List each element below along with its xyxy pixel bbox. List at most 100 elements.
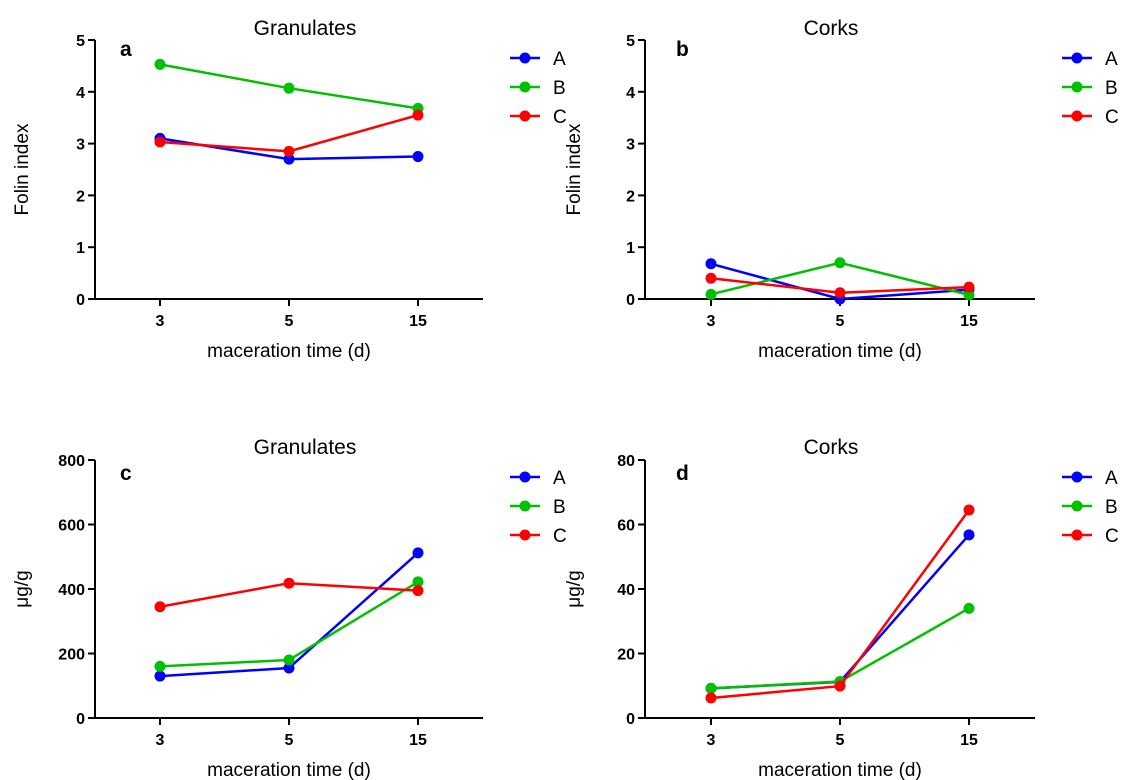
legend-swatch-marker: [519, 110, 531, 122]
legend-swatch-marker: [1071, 500, 1083, 512]
panel-label: a: [120, 38, 132, 61]
data-point: [412, 547, 424, 559]
panel-label: b: [676, 38, 689, 61]
legend-item-A: A: [1062, 49, 1118, 70]
legend-item-A: A: [510, 49, 566, 70]
data-point: [283, 662, 295, 674]
y-tick-label: 60: [617, 518, 635, 535]
legend-swatch-marker: [519, 52, 531, 64]
x-tick-label: 5: [285, 732, 294, 749]
y-tick-label: 2: [626, 188, 635, 205]
legend-label: B: [1105, 497, 1118, 518]
y-tick-label: 200: [58, 647, 85, 664]
panel-label: c: [120, 462, 132, 485]
legend-label: A: [1105, 468, 1118, 489]
data-point: [412, 151, 424, 163]
legend-swatch-marker: [519, 471, 531, 483]
legend-item-C: C: [1062, 107, 1119, 128]
x-tick-label: 5: [836, 313, 845, 330]
legend-label: B: [553, 497, 566, 518]
y-tick-label: 20: [617, 647, 635, 664]
x-axis-label: maceration time (d): [207, 341, 371, 362]
x-tick-label: 15: [960, 732, 978, 749]
data-point: [283, 654, 295, 666]
data-point: [705, 258, 717, 270]
y-tick-label: 3: [626, 137, 635, 154]
data-point: [705, 272, 717, 284]
data-point: [963, 602, 975, 614]
legend-swatch-marker: [1071, 52, 1083, 64]
legend-label: C: [553, 526, 567, 547]
y-axis-label: Folin index: [12, 123, 33, 215]
y-tick-label: 1: [76, 240, 85, 257]
data-point: [963, 281, 975, 293]
chart-title: Granulates: [254, 17, 357, 40]
legend-label: C: [1105, 107, 1119, 128]
y-axis-label: Folin index: [564, 123, 585, 215]
data-point: [963, 289, 975, 301]
data-point: [963, 504, 975, 516]
series-A: [154, 547, 424, 682]
data-point: [154, 136, 166, 148]
legend-item-B: B: [510, 497, 566, 518]
chart-panel-d: Corks d 0 20 40 60 80 3 5 15 maceration time (d) μg…: [564, 436, 1119, 780]
series-B: [705, 602, 975, 694]
data-point: [705, 692, 717, 704]
legend-swatch-marker: [519, 81, 531, 93]
y-tick-label: 1: [626, 240, 635, 257]
chart-title: Granulates: [254, 436, 357, 459]
x-axis-label: maceration time (d): [758, 341, 922, 362]
legend-swatch-marker: [519, 529, 531, 541]
panel-label: d: [676, 462, 689, 485]
series-C: [705, 504, 975, 704]
legend-item-C: C: [510, 526, 567, 547]
data-point: [412, 585, 424, 597]
data-point: [705, 288, 717, 300]
chart-panel-a: Granulates a 0 1 2 3 4 5 3 5 15 maceration time (d)…: [12, 17, 567, 362]
y-tick-label: 3: [76, 137, 85, 154]
y-tick-label: 4: [76, 85, 85, 102]
series-line: [710, 533, 970, 690]
data-point: [154, 670, 166, 682]
data-point: [154, 601, 166, 613]
x-tick-label: 15: [960, 313, 978, 330]
series-C: [154, 109, 424, 157]
y-tick-label: 600: [58, 518, 85, 535]
series-B: [154, 58, 424, 114]
data-point: [412, 109, 424, 121]
x-tick-label: 5: [285, 313, 294, 330]
data-point: [834, 287, 846, 299]
legend-swatch-marker: [1071, 110, 1083, 122]
x-axis-label: maceration time (d): [758, 760, 922, 780]
data-point: [283, 145, 295, 157]
legend-label: B: [553, 78, 566, 99]
chart-title: Corks: [804, 17, 859, 40]
y-tick-label: 0: [76, 711, 85, 728]
x-tick-label: 3: [707, 732, 716, 749]
series-C: [154, 577, 424, 613]
x-axis-label: maceration time (d): [207, 760, 371, 780]
legend-swatch-marker: [1071, 529, 1083, 541]
legend-label: A: [553, 468, 566, 489]
x-tick-label: 15: [409, 732, 427, 749]
legend-swatch-marker: [1071, 471, 1083, 483]
y-tick-label: 5: [626, 33, 635, 50]
data-point: [834, 680, 846, 692]
data-point: [283, 82, 295, 94]
y-tick-label: 4: [626, 85, 635, 102]
x-tick-label: 3: [156, 313, 165, 330]
legend-label: C: [553, 107, 567, 128]
y-axis-label: μg/g: [12, 570, 33, 607]
y-tick-label: 0: [626, 711, 635, 728]
data-point: [154, 660, 166, 672]
series-line: [710, 509, 971, 700]
legend-label: A: [1105, 49, 1118, 70]
legend-item-A: A: [510, 468, 566, 489]
data-point: [834, 257, 846, 269]
x-tick-label: 5: [836, 732, 845, 749]
y-axis-label: μg/g: [564, 570, 585, 607]
series-B: [154, 576, 424, 672]
legend-swatch-marker: [1071, 81, 1083, 93]
y-tick-label: 2: [76, 188, 85, 205]
